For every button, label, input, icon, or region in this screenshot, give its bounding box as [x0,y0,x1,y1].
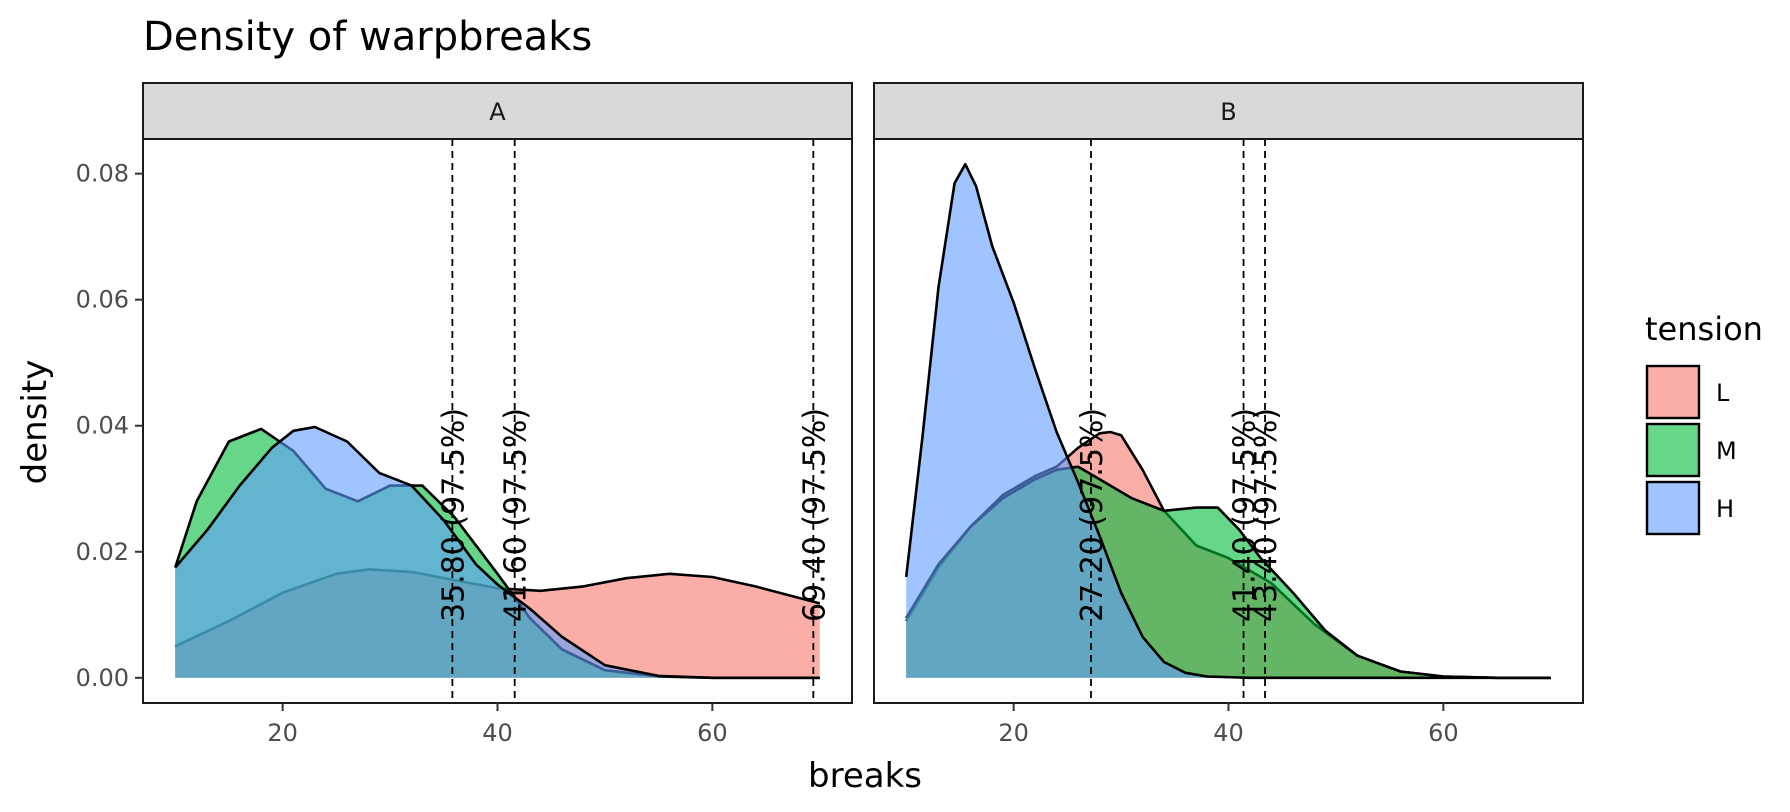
x-axis-title: breaks [808,756,922,796]
chart-title: Density of warpbreaks [143,14,592,60]
y-tick-label: 0.04 [76,412,129,440]
quantile-label: 27.20 (97.5%) [1075,408,1110,622]
legend-key-M [1645,422,1701,478]
density-area-H [175,427,820,678]
y-axis-title: density [15,360,55,485]
density-curve-H [174,425,820,680]
facet-strip-label: B [1220,98,1236,126]
quantile-label: 69.40 (97.5%) [797,408,832,622]
facet-panel-A: A 35.80 (97.5%) 41.60 (97.5%) 69.40 (97.5%)… [142,82,853,747]
x-tick-label: 60 [697,719,728,747]
quantile-label: 41.40 (97.5%) [1228,408,1263,622]
legend-key-H [1645,480,1701,536]
x-tick-label: 40 [482,719,513,747]
legend-label-H: H [1716,495,1734,523]
quantile-label: 41.60 (97.5%) [499,408,534,622]
x-tick-label: 40 [1213,719,1244,747]
legend-key-L [1645,364,1701,420]
y-tick-label: 0.06 [76,286,129,314]
legend-title: tension [1645,310,1763,348]
quantile-label: 43.40 (97.5%) [1249,408,1284,622]
legend-label-L: L [1716,379,1730,407]
y-tick-label: 0.02 [76,538,129,566]
y-tick-label: 0.00 [76,664,129,692]
facet-panels: A 35.80 (97.5%) 41.60 (97.5%) 69.40 (97.5%)… [142,82,1584,747]
facet-panel-B: B 27.20 (97.5%) 41.40 (97.5%)43.40 (97.5%)… [873,82,1584,747]
y-tick-label: 0.08 [76,160,129,188]
x-tick-label: 20 [998,719,1029,747]
facet-strip [873,82,1584,140]
x-tick-label: 60 [1428,719,1459,747]
facet-strip [142,82,853,140]
density-area-H [906,164,1551,678]
x-tick-label: 20 [267,719,298,747]
facet-strip-label: A [489,98,506,126]
quantile-label: 35.80 (97.5%) [436,408,471,622]
y-axis: 0.00 0.02 0.04 0.06 0.08 [76,160,143,692]
legend-label-M: M [1716,437,1737,465]
density-curve-H [904,162,1551,680]
legend: tension L M H [1645,310,1763,536]
